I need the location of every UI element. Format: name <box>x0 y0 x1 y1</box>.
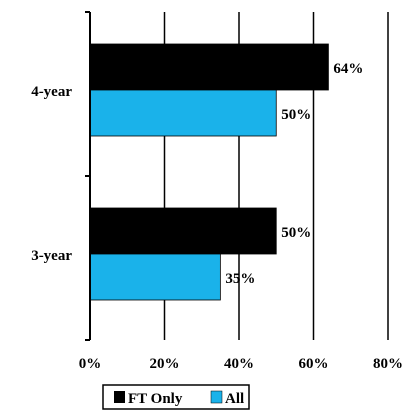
bar <box>89 89 277 137</box>
bar <box>89 253 221 301</box>
x-tick-label: 80% <box>373 356 403 372</box>
bar <box>89 43 329 91</box>
legend: FT Only All <box>102 384 250 410</box>
data-label: 50% <box>281 107 311 123</box>
axes <box>85 11 91 341</box>
data-label: 64% <box>333 61 363 77</box>
legend-label-all: All <box>225 391 244 407</box>
legend-swatch-all <box>210 390 223 404</box>
labels: 0% 20% 40% 60% 80% 64% 50% 4-year 50% 35% 3-year <box>31 61 403 372</box>
category-label: 4-year <box>31 84 72 100</box>
legend-swatch-ft-only <box>114 391 125 403</box>
bar <box>89 207 277 255</box>
data-label: 35% <box>225 271 255 287</box>
x-tick-label: 40% <box>224 356 254 372</box>
legend-label-ft-only: FT Only <box>128 391 183 407</box>
bars <box>89 43 329 301</box>
legend-border <box>102 384 250 410</box>
category-label: 3-year <box>31 248 72 264</box>
x-tick-label: 60% <box>299 356 329 372</box>
x-tick-label: 0% <box>79 356 102 372</box>
x-tick-label: 20% <box>150 356 180 372</box>
data-label: 50% <box>281 225 311 241</box>
